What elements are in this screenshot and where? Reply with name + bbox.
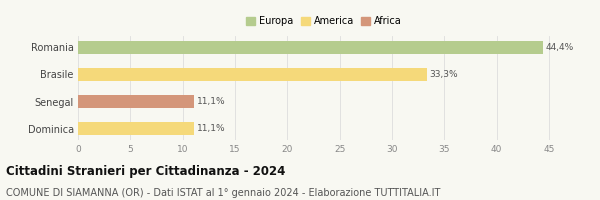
Bar <box>78 41 543 54</box>
Bar <box>78 95 194 108</box>
Text: Cittadini Stranieri per Cittadinanza - 2024: Cittadini Stranieri per Cittadinanza - 2… <box>6 165 286 178</box>
Text: 33,3%: 33,3% <box>430 70 458 79</box>
Text: 11,1%: 11,1% <box>197 124 226 133</box>
Legend: Europa, America, Africa: Europa, America, Africa <box>246 16 402 26</box>
Bar <box>78 122 194 135</box>
Text: 11,1%: 11,1% <box>197 97 226 106</box>
Bar <box>78 68 427 81</box>
Text: COMUNE DI SIAMANNA (OR) - Dati ISTAT al 1° gennaio 2024 - Elaborazione TUTTITALI: COMUNE DI SIAMANNA (OR) - Dati ISTAT al … <box>6 188 440 198</box>
Text: 44,4%: 44,4% <box>546 43 574 52</box>
